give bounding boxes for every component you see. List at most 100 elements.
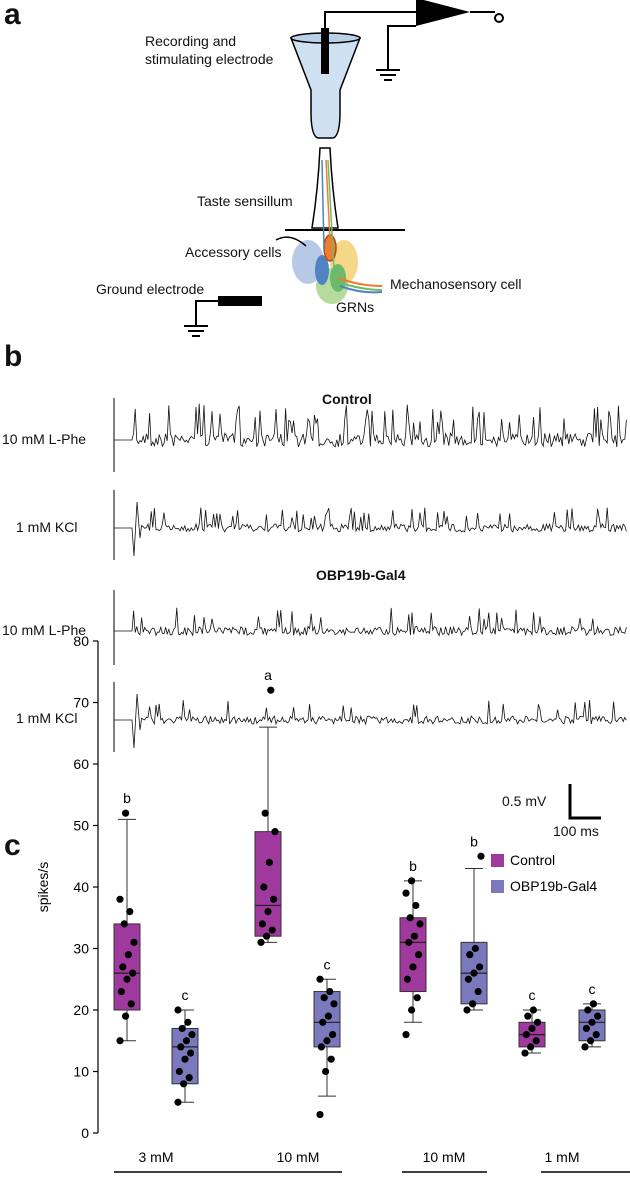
data-point	[594, 1012, 602, 1020]
data-point	[326, 987, 334, 996]
data-point	[180, 1080, 188, 1088]
data-point	[463, 1006, 471, 1014]
data-point	[177, 1043, 185, 1051]
data-point	[474, 987, 482, 996]
data-point	[589, 1000, 598, 1008]
trace-label: 10 mM L-Phe	[2, 622, 87, 638]
trace-label: 1 mM KCl	[16, 519, 78, 535]
data-point	[175, 1067, 183, 1076]
box-group: b	[113, 790, 141, 1045]
accessory-cells-label: Accessory cells	[185, 244, 282, 260]
y-axis-label: spikes/s	[35, 862, 51, 913]
recording-electrode-label: Recording and stimulating electrode	[145, 33, 274, 67]
data-point	[258, 920, 266, 928]
data-point	[406, 914, 414, 922]
legend-swatch	[491, 880, 504, 893]
significance-letter: c	[324, 956, 331, 972]
data-point	[330, 1000, 338, 1008]
data-point	[116, 895, 124, 903]
scale-time-label: 100 ms	[553, 823, 599, 839]
data-point	[122, 1012, 130, 1020]
data-point	[185, 1074, 193, 1082]
data-point	[409, 963, 417, 971]
data-point	[477, 852, 485, 860]
y-tick-label: 70	[73, 695, 89, 711]
data-point	[405, 938, 413, 946]
y-tick-label: 30	[73, 941, 89, 957]
data-point	[184, 1018, 192, 1026]
data-point	[123, 975, 131, 983]
data-point	[316, 1110, 324, 1119]
data-point	[403, 975, 411, 983]
data-point	[268, 926, 276, 934]
data-point	[524, 1012, 532, 1020]
significance-letter: b	[409, 858, 417, 874]
data-point	[116, 1037, 124, 1045]
data-point	[592, 1031, 600, 1039]
data-point	[127, 1000, 135, 1008]
data-point	[323, 1037, 331, 1045]
compound-label: KCl	[575, 1177, 598, 1179]
data-point	[174, 1098, 182, 1106]
box-group: b	[460, 833, 488, 1014]
data-point	[188, 1031, 196, 1039]
compound-label: D-Phe	[424, 1177, 464, 1179]
box	[254, 831, 282, 937]
data-point	[124, 951, 132, 959]
y-tick-label: 80	[73, 633, 89, 649]
significance-letter: a	[264, 667, 272, 683]
box-group: a	[254, 667, 282, 946]
data-point	[319, 1018, 327, 1026]
data-point	[587, 1037, 595, 1045]
taste-sensillum-icon	[311, 147, 339, 229]
data-point	[582, 1024, 591, 1033]
mechanosensory-cell-label: Mechanosensory cell	[390, 276, 522, 292]
data-point	[117, 987, 125, 996]
data-point	[130, 938, 138, 946]
data-point	[329, 1031, 337, 1039]
scale-bar	[568, 784, 601, 820]
taste-sensillum-label: Taste sensillum	[197, 193, 293, 209]
scale-voltage-label: 0.5 mV	[502, 793, 547, 809]
ground-electrode-label: Ground electrode	[96, 281, 205, 297]
data-point	[476, 963, 484, 971]
data-point	[581, 1043, 589, 1051]
panel-a-label: a	[4, 0, 21, 31]
y-tick-label: 20	[73, 1002, 89, 1018]
recording-electrode-icon	[289, 37, 362, 139]
ground-symbol-bottom-icon	[184, 325, 208, 337]
y-tick-label: 60	[73, 756, 89, 772]
significance-letter: b	[470, 833, 478, 849]
trace-label: 10 mM L-Phe	[2, 431, 87, 447]
data-point	[264, 908, 272, 916]
significance-letter: c	[529, 987, 536, 1003]
data-point	[320, 994, 328, 1002]
data-point	[178, 1024, 186, 1033]
box-group: c	[578, 981, 606, 1051]
data-point	[416, 920, 424, 928]
box	[113, 923, 141, 1011]
concentration-label: 3 mM	[139, 1149, 174, 1165]
data-point	[126, 908, 134, 916]
box-group: b	[399, 858, 427, 1039]
data-point	[466, 951, 474, 959]
data-point	[316, 975, 324, 983]
voltage-trace	[114, 501, 627, 557]
significance-letter: c	[182, 987, 189, 1003]
data-point	[408, 877, 416, 885]
amplifier-icon	[416, 0, 470, 26]
data-point	[534, 1018, 542, 1026]
legend-label: Control	[510, 852, 555, 868]
data-point	[471, 944, 479, 953]
legend-swatch	[491, 854, 504, 867]
data-point	[267, 686, 275, 694]
recording-traces	[113, 398, 627, 820]
data-point	[532, 1037, 540, 1045]
voltage-trace	[114, 403, 627, 448]
box-group: c	[171, 987, 199, 1106]
ground-electrode-icon	[218, 296, 262, 306]
data-point	[260, 883, 268, 891]
y-tick-label: 0	[81, 1125, 89, 1141]
y-tick-label: 10	[73, 1064, 89, 1080]
